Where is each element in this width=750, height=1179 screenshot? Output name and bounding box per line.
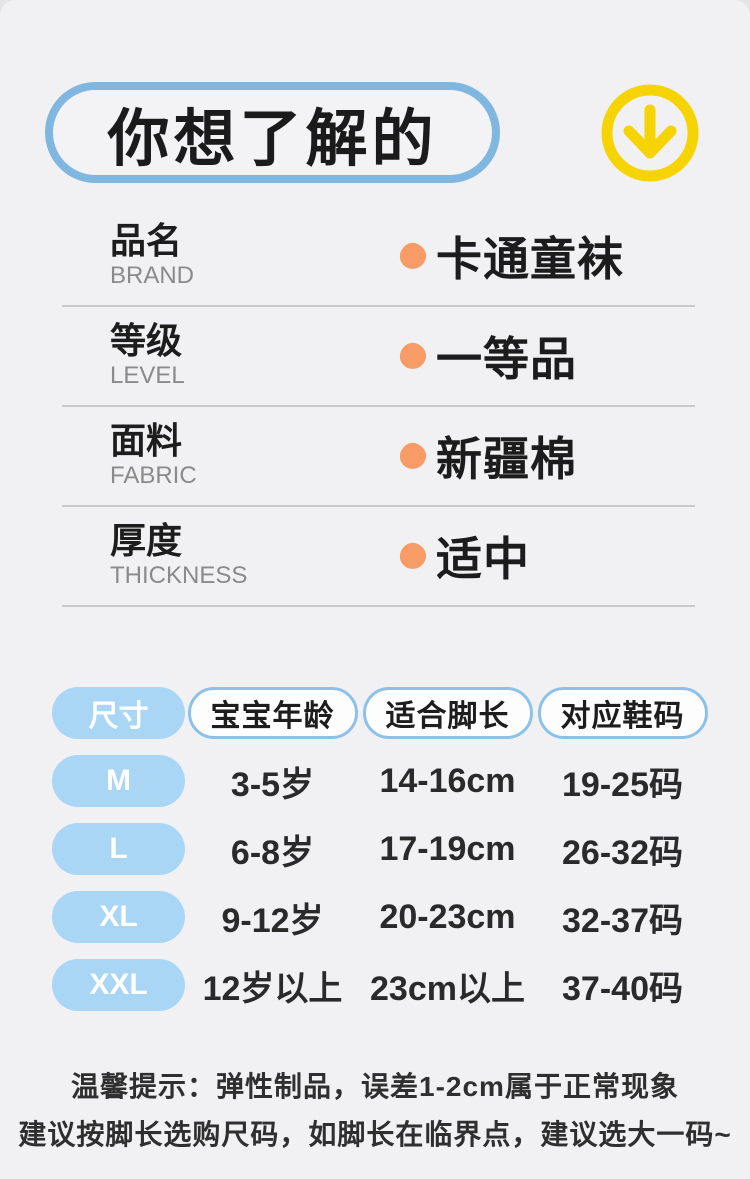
footer-tip-line2: 建议按脚长选购尺码，如脚长在临界点，建议选大一码~: [18, 1118, 732, 1150]
bullet-dot-icon: [396, 439, 430, 473]
attribute-row-fabric: 面料 FABRIC 新疆棉: [62, 407, 695, 507]
table-cell-foot-length: 14-16cm: [379, 761, 516, 800]
attribute-label-zh: 等级: [110, 319, 183, 361]
table-cell-shoe-size: 19-25码: [562, 765, 683, 804]
page-title-text: 你想了解的: [107, 104, 438, 174]
attribute-label: 等级 LEVEL: [110, 321, 340, 391]
size-pill: XL: [52, 891, 185, 943]
table-cell-age: 3-5岁: [230, 765, 315, 804]
column-header-age: 宝宝年龄: [185, 687, 360, 739]
attribute-row-level: 等级 LEVEL 一等品: [62, 307, 695, 407]
table-cell-foot-length: 20-23cm: [379, 897, 516, 936]
attribute-list: 品名 BRAND 卡通童袜 等级 LEVEL 一等品 面料 FABRIC: [62, 207, 695, 607]
table-row-size: L: [52, 823, 185, 875]
attribute-value-text: 适中: [436, 533, 530, 585]
footer-tip-line1: 温馨提示：弹性制品，误差1-2cm属于正常现象: [71, 1071, 679, 1102]
attribute-label-en: LEVEL: [110, 362, 185, 390]
column-header-pill: 对应鞋码: [537, 687, 708, 739]
circle-arrow-down-icon: [601, 84, 699, 181]
table-cell-foot-length: 23cm以上: [370, 969, 525, 1008]
table-row-size: M: [52, 755, 185, 807]
column-header-shoe-size: 对应鞋码: [535, 687, 710, 739]
attribute-label-zh: 厚度: [110, 519, 183, 561]
bullet-dot-icon: [396, 539, 430, 573]
footer-tips: 温馨提示：弹性制品，误差1-2cm属于正常现象 建议按脚长选购尺码，如脚长在临界…: [0, 1063, 750, 1158]
attribute-label-zh: 品名: [110, 219, 183, 261]
bullet-dot-icon: [396, 239, 430, 273]
table-cell-age: 6-8岁: [230, 833, 315, 872]
attribute-value: 卡通童袜: [396, 223, 624, 289]
corner-label-pill: 尺寸: [52, 687, 185, 739]
attribute-value-text: 卡通童袜: [436, 233, 624, 285]
attribute-value-text: 新疆棉: [436, 433, 577, 485]
table-cell-age: 9-12岁: [221, 901, 324, 940]
table-row-size: XL: [52, 891, 185, 943]
column-header-pill: 适合脚长: [362, 687, 533, 739]
attribute-value: 适中: [396, 523, 530, 589]
table-cell-shoe-size: 37-40码: [562, 969, 683, 1008]
attribute-label-zh: 面料: [110, 419, 183, 461]
header: 你想了解的: [0, 0, 750, 183]
size-pill: M: [52, 755, 185, 807]
size-table-corner: 尺寸: [52, 687, 185, 739]
column-header-pill: 宝宝年龄: [187, 687, 358, 739]
column-header-foot-length: 适合脚长: [360, 687, 535, 739]
attribute-label: 厚度 THICKNESS: [110, 521, 340, 591]
attribute-value: 新疆棉: [396, 423, 577, 489]
attribute-value-text: 一等品: [436, 333, 577, 385]
page-title: 你想了解的: [45, 82, 500, 183]
attribute-label-en: BRAND: [110, 262, 195, 290]
bullet-dot-icon: [396, 339, 430, 373]
attribute-value: 一等品: [396, 323, 577, 389]
table-cell-shoe-size: 26-32码: [562, 833, 683, 872]
table-row-size: XXL: [52, 959, 185, 1011]
table-cell-shoe-size: 32-37码: [562, 901, 683, 940]
table-cell-age: 12岁以上: [202, 969, 343, 1008]
table-cell-foot-length: 17-19cm: [379, 829, 516, 868]
attribute-label: 品名 BRAND: [110, 221, 340, 291]
attribute-label: 面料 FABRIC: [110, 421, 340, 491]
attribute-label-en: THICKNESS: [110, 562, 248, 590]
size-table: 尺寸 宝宝年龄 适合脚长 对应鞋码 M 3-5岁 14-16cm 19-25码 …: [52, 687, 710, 1011]
attribute-label-en: FABRIC: [110, 462, 197, 490]
attribute-row-thickness: 厚度 THICKNESS 适中: [62, 507, 695, 607]
size-pill: XXL: [52, 959, 185, 1011]
attribute-row-brand: 品名 BRAND 卡通童袜: [62, 207, 695, 307]
size-pill: L: [52, 823, 185, 875]
